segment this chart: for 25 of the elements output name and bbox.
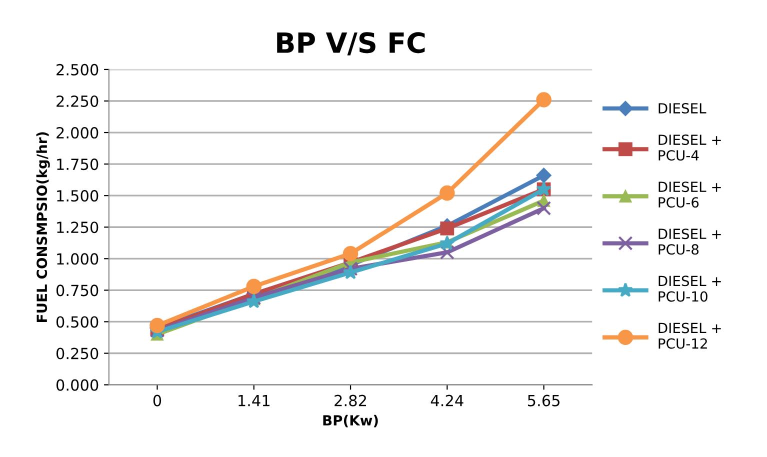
x-tick-label: 0: [153, 394, 162, 406]
y-tick-label: 1.250: [57, 222, 98, 234]
legend-label: DIESEL + PCU-12: [658, 322, 721, 349]
x-axis-title: BP(Kw): [323, 414, 378, 428]
chart-title: BP V/S FC: [277, 32, 425, 56]
y-tick-label: 0.250: [56, 348, 98, 360]
y-tick-label: 2.250: [56, 95, 98, 108]
legend-label: DIESEL: [658, 103, 706, 114]
y-tick-label: 1.750: [57, 158, 98, 170]
legend-label: DIESEL + PCU-6: [658, 182, 721, 208]
x-tick-label: 5.65: [528, 394, 560, 406]
y-tick-label: 0.750: [56, 284, 98, 296]
y-tick-label: 0.500: [56, 316, 98, 328]
x-tick-label: 1.41: [238, 394, 270, 406]
x-tick-label: 4.24: [430, 394, 464, 406]
y-tick-label: 1.000: [57, 253, 98, 265]
legend-label: DIESEL + PCU-8: [658, 228, 721, 255]
x-tick-label: 2.82: [334, 394, 366, 406]
y-tick-label: 1.500: [57, 190, 98, 202]
y-tick-label: 2.500: [56, 64, 98, 76]
legend-label: DIESEL + PCU-10: [658, 276, 721, 302]
y-tick-label: 0.000: [56, 379, 98, 391]
legend-label: DIESEL + PCU-4: [658, 134, 721, 161]
y-axis-title: FUEL CONSMPSIO(kg/hr): [36, 132, 50, 322]
y-tick-label: 2.000: [56, 126, 98, 139]
